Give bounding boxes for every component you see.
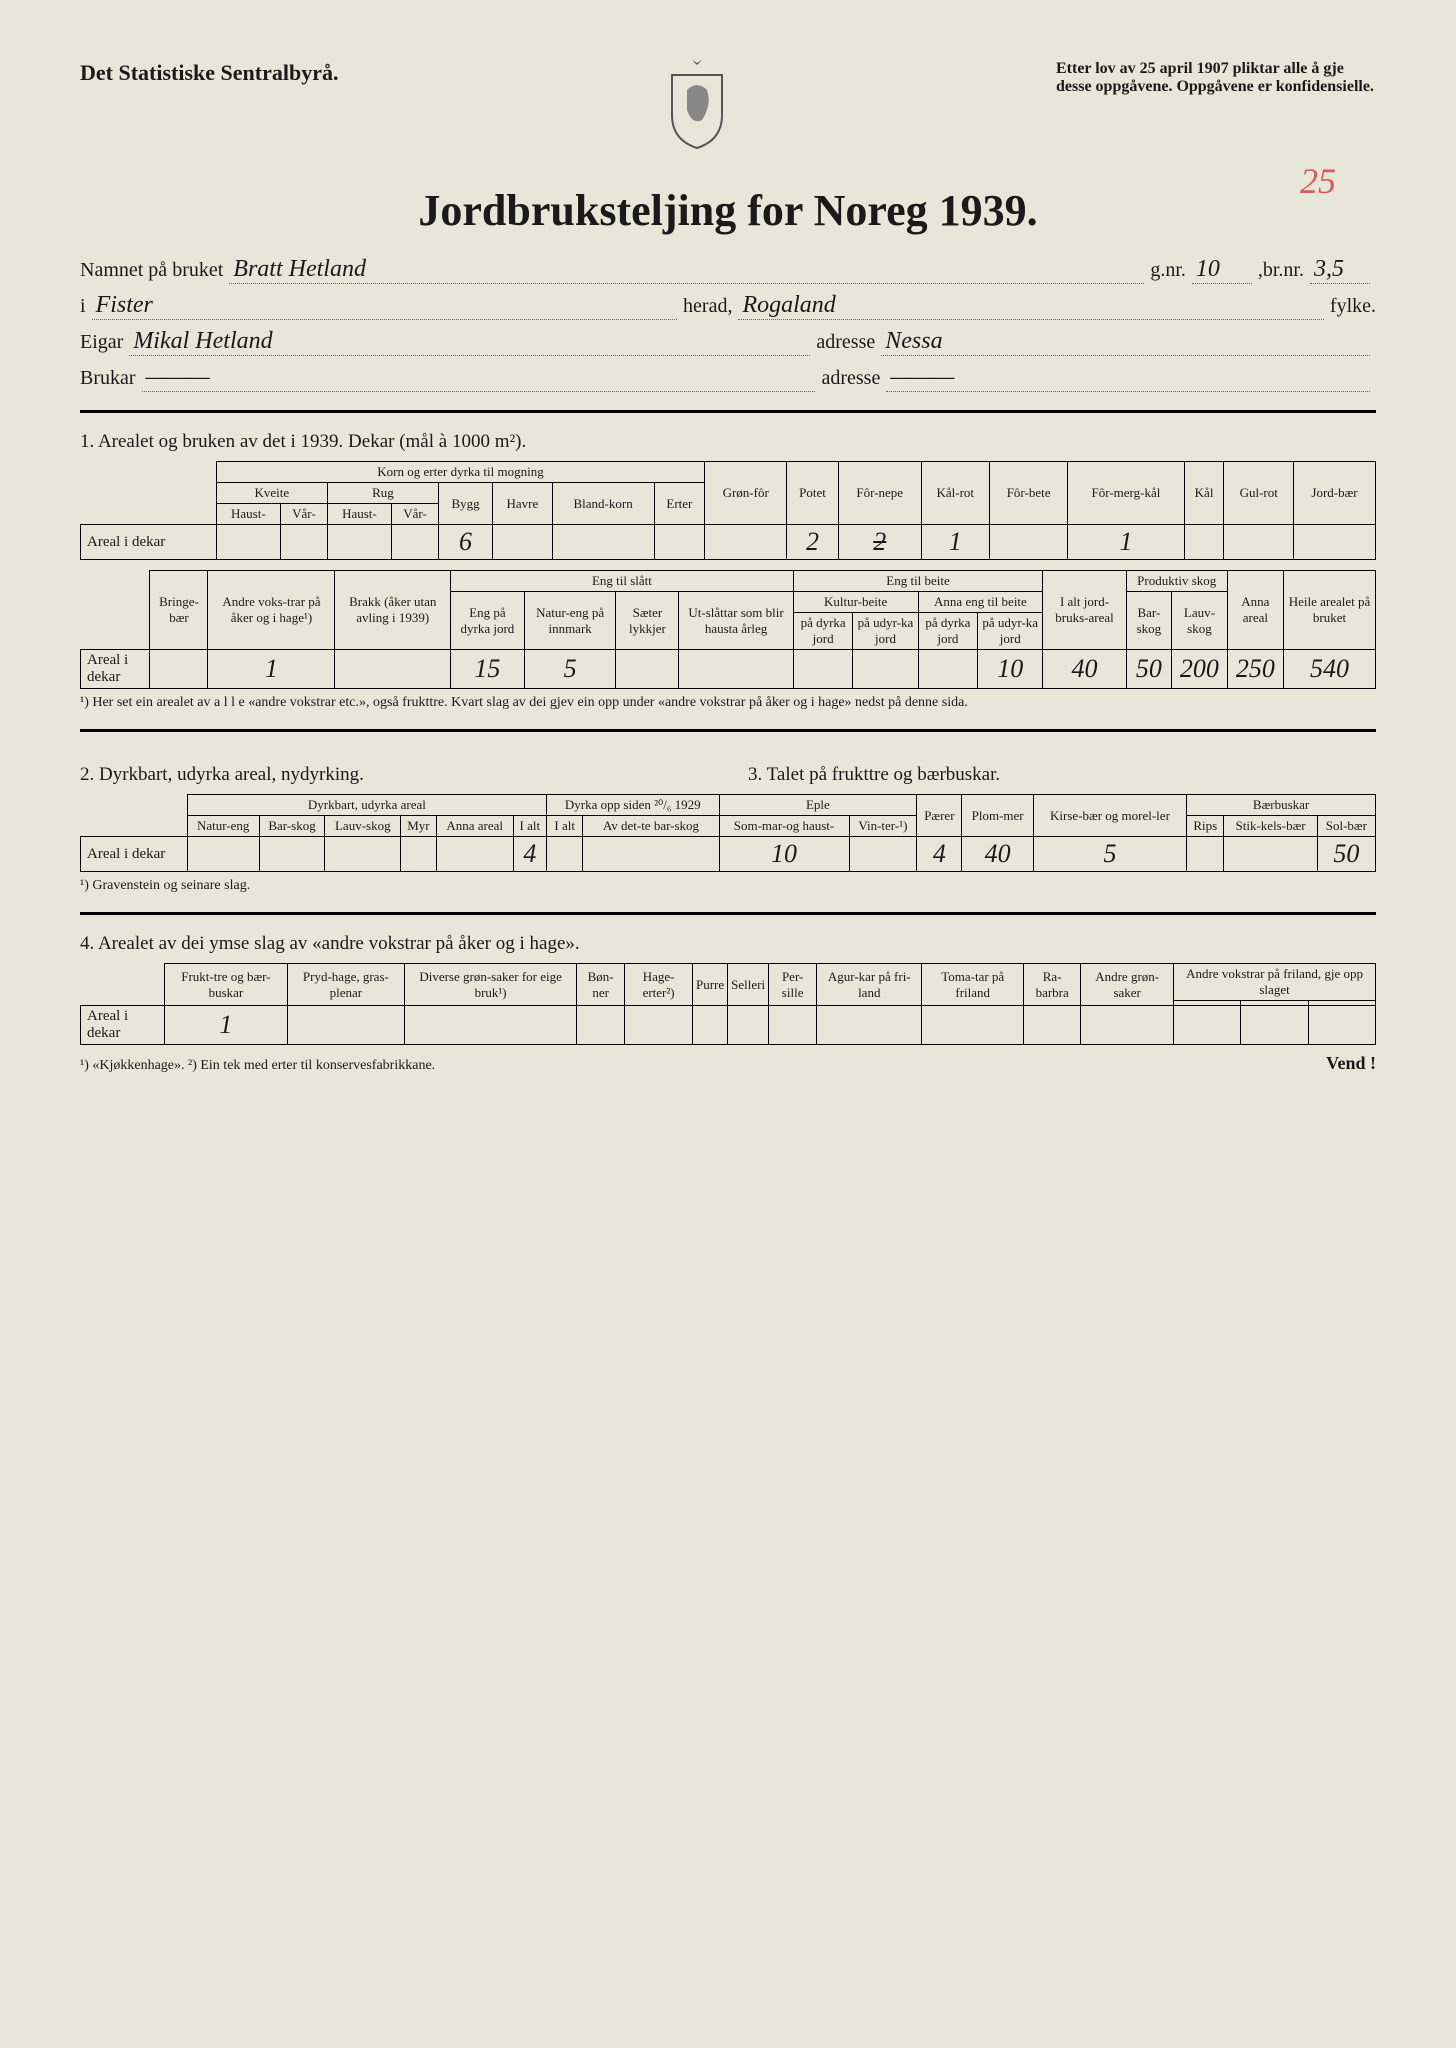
- agency-name: Det Statistiske Sentralbyrå.: [80, 60, 338, 86]
- section2-title: 2. Dyrkbart, udyrka areal, nydyrking.: [80, 764, 708, 786]
- section2-footnote: ¹) Gravenstein og seinare slag.: [80, 878, 1376, 894]
- sted-value: Fister: [92, 292, 677, 320]
- table-4: Frukt-tre og bær-buskar Pryd-hage, gras-…: [80, 963, 1376, 1045]
- gnr-label: g.nr.: [1150, 259, 1186, 282]
- brukar-value: ———: [142, 364, 816, 392]
- section4-footnote: ¹) «Kjøkkenhage». ²) Ein tek med erter t…: [80, 1058, 435, 1074]
- section1-footnote: ¹) Her set ein arealet av a l l e «andre…: [80, 695, 1376, 711]
- eigar-adresse-value: Nessa: [881, 328, 1370, 356]
- gnr-value: 10: [1192, 256, 1252, 284]
- bruket-label: Namnet på bruket: [80, 259, 223, 282]
- i-label: i: [80, 295, 86, 318]
- eigar-value: Mikal Hetland: [129, 328, 810, 356]
- vend-label: Vend !: [1326, 1053, 1376, 1074]
- eigar-label: Eigar: [80, 331, 123, 354]
- fylke-value: Rogaland: [738, 292, 1323, 320]
- document-title: Jordbruksteljing for Noreg 1939.: [80, 185, 1376, 236]
- adresse-label: adresse: [816, 331, 875, 354]
- section3-title: 3. Talet på frukttre og bærbuskar.: [748, 764, 1376, 786]
- brnr-value: 3,5: [1310, 256, 1370, 284]
- section1-title: 1. Arealet og bruken av det i 1939. Deka…: [80, 431, 1376, 453]
- brnr-label: br.nr.: [1263, 259, 1304, 282]
- table-2-3: Dyrkbart, udyrka areal Dyrka opp siden ²…: [80, 794, 1376, 872]
- brukar-label: Brukar: [80, 367, 136, 390]
- herad-label: herad,: [683, 295, 732, 318]
- section4-title: 4. Arealet av dei ymse slag av «andre vo…: [80, 933, 1376, 955]
- table-1a: Korn og erter dyrka til mogning Grøn-fôr…: [80, 461, 1376, 560]
- coat-of-arms: [662, 60, 732, 155]
- page-number: 25: [1300, 160, 1336, 202]
- brukar-adresse-value: ———: [886, 364, 1370, 392]
- bruket-value: Bratt Hetland: [229, 256, 1144, 284]
- table-1b: Bringe-bær Andre voks-trar på åker og i …: [80, 570, 1376, 689]
- legal-notice: Etter lov av 25 april 1907 pliktar alle …: [1056, 60, 1376, 96]
- fylke-label: fylke.: [1330, 295, 1376, 318]
- adresse-label-2: adresse: [821, 367, 880, 390]
